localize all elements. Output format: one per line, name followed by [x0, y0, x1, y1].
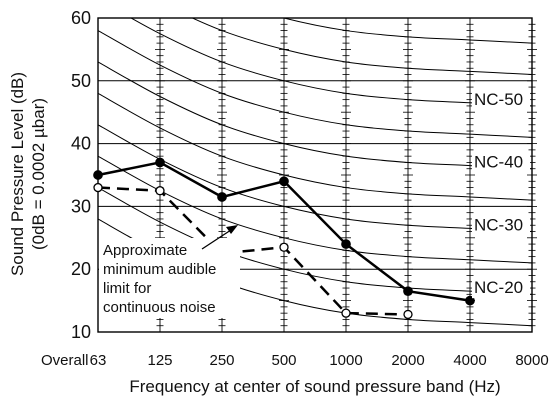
data-point [403, 286, 413, 297]
annotation-text: limit for [103, 280, 151, 297]
data-point [279, 242, 289, 252]
x-tick-label: 500 [271, 352, 296, 369]
y-tick-label: 30 [71, 196, 91, 216]
data-point [155, 157, 165, 168]
data-point [341, 308, 351, 318]
nc-curve [98, 0, 532, 12]
y-axis-label-line2: (0dB = 0.0002 µbar) [29, 98, 48, 250]
nc-label: NC-50 [474, 90, 523, 109]
x-tick-label: 8000 [515, 352, 548, 369]
annotation-arrowhead [226, 225, 238, 234]
y-tick-label: 20 [71, 259, 91, 279]
nc-label-bg [472, 89, 530, 110]
annotation-text: Approximate [103, 242, 187, 259]
y-tick-label: 50 [71, 71, 91, 91]
x-tick-label: 4000 [453, 352, 486, 369]
data-point [403, 309, 413, 320]
nc-label-bg [472, 215, 530, 236]
nc-curve [98, 61, 532, 170]
nc-curve [281, 18, 532, 44]
nc-label-bg [472, 152, 530, 173]
annotation-arrow [201, 227, 235, 250]
data-point [93, 170, 103, 180]
y-tick-label: 60 [71, 8, 91, 28]
nc-label: NC-20 [474, 278, 523, 297]
annotation: Approximate minimum audible limit for conti… [99, 225, 240, 318]
nc-curves [98, 0, 532, 327]
series-line [97, 186, 409, 316]
data-series [93, 157, 475, 320]
nc-label: NC-30 [474, 215, 523, 234]
y-axis-label-line1: Sound Pressure Level (dB) [8, 72, 27, 276]
x-tick-label: 63 [90, 352, 107, 369]
y-axis-label: Sound Pressure Level (dB) (0dB = 0.0002 µ… [8, 72, 48, 276]
data-point [93, 182, 103, 193]
data-point [217, 192, 227, 202]
annotation-bg [99, 238, 240, 318]
nc-curve [98, 124, 532, 233]
labels: NC-50 NC-40 NC-30 NC-20 10 20 30 40 50 60 Overall 6… [8, 8, 549, 396]
x-tick-label: 125 [147, 352, 172, 369]
nc-curve [130, 18, 532, 107]
nc-curve [98, 30, 532, 138]
data-point [279, 176, 289, 187]
y-tick-label: 10 [71, 322, 91, 342]
annotation-text: minimum audible [103, 261, 216, 278]
nc-curve [191, 18, 532, 76]
nc-label: NC-40 [474, 153, 523, 172]
data-point [155, 186, 165, 196]
nc-label-bg [472, 278, 530, 299]
nc-curve [98, 92, 532, 201]
x-axis-label: Frequency at center of sound pressure ba… [129, 377, 500, 396]
x-tick-label: 250 [209, 352, 234, 369]
x-tick-label: Overall [41, 352, 89, 369]
x-tick-label: 2000 [391, 352, 424, 369]
annotation-text: continuous noise [103, 299, 216, 316]
x-tick-label: 1000 [329, 352, 362, 369]
y-tick-label: 40 [71, 134, 91, 154]
data-point [465, 295, 475, 306]
nc-curve [98, 187, 532, 295]
data-point [341, 239, 351, 249]
